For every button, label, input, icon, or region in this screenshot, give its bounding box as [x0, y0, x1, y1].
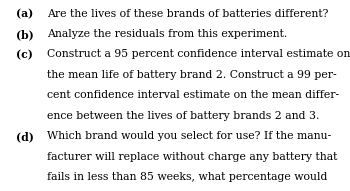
Text: (c): (c) [16, 49, 33, 61]
Text: (a): (a) [16, 9, 33, 20]
Text: cent confidence interval estimate on the mean differ-: cent confidence interval estimate on the… [47, 90, 340, 100]
Text: Analyze the residuals from this experiment.: Analyze the residuals from this experime… [47, 29, 287, 39]
Text: facturer will replace without charge any battery that: facturer will replace without charge any… [47, 152, 338, 162]
Text: (d): (d) [16, 131, 34, 142]
Text: the mean life of battery brand 2. Construct a 99 per-: the mean life of battery brand 2. Constr… [47, 70, 337, 80]
Text: Are the lives of these brands of batteries different?: Are the lives of these brands of batteri… [47, 9, 329, 19]
Text: fails in less than 85 weeks, what percentage would: fails in less than 85 weeks, what percen… [47, 172, 328, 182]
Text: (b): (b) [16, 29, 34, 40]
Text: ence between the lives of battery brands 2 and 3.: ence between the lives of battery brands… [47, 111, 320, 121]
Text: Which brand would you select for use? If the manu-: Which brand would you select for use? If… [47, 131, 331, 141]
Text: Construct a 95 percent confidence interval estimate on: Construct a 95 percent confidence interv… [47, 49, 350, 59]
